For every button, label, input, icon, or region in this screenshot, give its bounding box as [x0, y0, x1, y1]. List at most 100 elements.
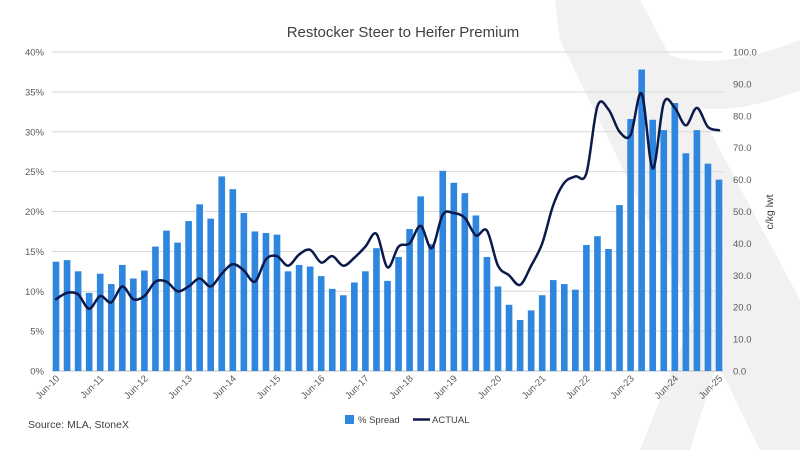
right-tick-label: 10.0: [733, 335, 752, 346]
bar: [174, 242, 181, 371]
source-note: Source: MLA, StoneX: [28, 419, 129, 431]
right-tick-label: 40.0: [733, 239, 752, 250]
bar: [118, 264, 126, 371]
x-tick-label: Jun-10: [34, 373, 62, 401]
bar: [439, 170, 447, 371]
x-tick-label: Jun-15: [255, 373, 283, 401]
left-tick-label: 30%: [25, 127, 45, 138]
bar: [251, 231, 259, 371]
bar: [671, 103, 679, 371]
bar: [395, 256, 402, 371]
right-tick-label: 70.0: [733, 143, 752, 154]
bar: [549, 280, 557, 371]
bar: [130, 278, 137, 371]
right-axis-ticks: 0.0 10.0 20.0 30.0 40.0 50.0 60.0 70.0 80.0 90.0 1…: [733, 48, 757, 378]
right-tick-label: 90.0: [733, 79, 752, 90]
bar-series: [52, 69, 723, 372]
left-tick-label: 15%: [25, 247, 45, 258]
x-tick-label: Jun-25: [697, 373, 725, 401]
bar: [461, 193, 469, 371]
x-tick-label: Jun-18: [387, 373, 415, 401]
bar: [682, 153, 690, 371]
legend-label-actual: ACTUAL: [432, 415, 469, 426]
right-tick-label: 20.0: [733, 303, 752, 314]
right-tick-label: 50.0: [733, 207, 752, 218]
legend-swatch-spread: [345, 415, 354, 424]
bar: [660, 130, 668, 371]
x-tick-label: Jun-23: [608, 373, 636, 401]
bar: [649, 119, 657, 371]
left-tick-label: 10%: [25, 287, 45, 298]
bar: [450, 182, 458, 371]
bar: [306, 266, 314, 371]
right-tick-label: 80.0: [733, 111, 752, 122]
right-tick-label: 60.0: [733, 175, 752, 186]
x-tick-label: Jun-20: [476, 373, 504, 401]
bar: [339, 295, 347, 371]
bar: [505, 304, 513, 371]
right-tick-label: 100.0: [733, 48, 757, 59]
bar: [406, 229, 413, 371]
x-tick-label: Jun-12: [122, 373, 150, 401]
bar: [417, 196, 424, 371]
bar: [107, 284, 115, 371]
bar: [196, 204, 203, 371]
bar: [163, 230, 170, 371]
x-tick-label: Jun-11: [79, 373, 107, 401]
left-tick-label: 5%: [30, 327, 44, 338]
x-tick-label: Jun-19: [432, 373, 460, 401]
bar: [472, 215, 480, 371]
bar: [63, 260, 71, 371]
legend-label-spread: % Spread: [358, 415, 400, 426]
bar: [572, 289, 579, 371]
left-tick-label: 20%: [25, 207, 45, 218]
left-tick-label: 25%: [25, 167, 45, 178]
bar: [428, 244, 436, 371]
bar: [317, 276, 325, 371]
bar: [494, 286, 502, 371]
bar: [96, 273, 104, 371]
chart-title: Restocker Steer to Heifer Premium: [287, 24, 520, 41]
left-tick-label: 40%: [25, 48, 45, 59]
x-tick-label: Jun-17: [343, 373, 371, 401]
x-tick-label: Jun-14: [211, 373, 239, 401]
x-tick-label: Jun-16: [299, 373, 327, 401]
right-tick-label: 0.0: [733, 367, 746, 378]
x-tick-label: Jun-21: [520, 373, 548, 401]
bar: [284, 271, 292, 371]
bar: [616, 205, 623, 371]
bar: [693, 130, 701, 371]
left-tick-label: 0%: [30, 367, 44, 378]
right-tick-label: 30.0: [733, 271, 752, 282]
bar: [52, 261, 60, 371]
bar: [627, 118, 634, 372]
bar: [704, 163, 712, 371]
line-series: [54, 92, 721, 311]
bar: [538, 295, 546, 371]
bar: [384, 280, 391, 371]
x-axis-ticks: Jun-10 Jun-11 Jun-12 Jun-13 Jun-14 Jun-15 Jun-…: [34, 373, 725, 401]
bar: [483, 256, 491, 371]
bar: [351, 282, 358, 371]
bar: [362, 271, 369, 371]
bar: [207, 218, 215, 371]
bar: [262, 233, 270, 371]
bar: [373, 248, 380, 371]
bar: [240, 213, 248, 371]
bar: [273, 234, 281, 371]
bar: [594, 236, 601, 371]
left-axis-ticks: 0% 5% 10% 15% 20% 25% 30% 35% 40%: [25, 48, 45, 378]
bar: [560, 284, 568, 371]
bar: [229, 189, 237, 371]
bar: [152, 246, 159, 371]
right-axis-title: c/kg lwt: [764, 194, 776, 229]
x-tick-label: Jun-13: [166, 373, 194, 401]
bar: [85, 292, 93, 371]
bar: [527, 310, 535, 371]
bar: [583, 244, 590, 371]
bar: [295, 264, 303, 371]
x-tick-label: Jun-22: [564, 373, 592, 401]
legend: % Spread ACTUAL: [345, 415, 469, 426]
bar: [638, 69, 645, 372]
